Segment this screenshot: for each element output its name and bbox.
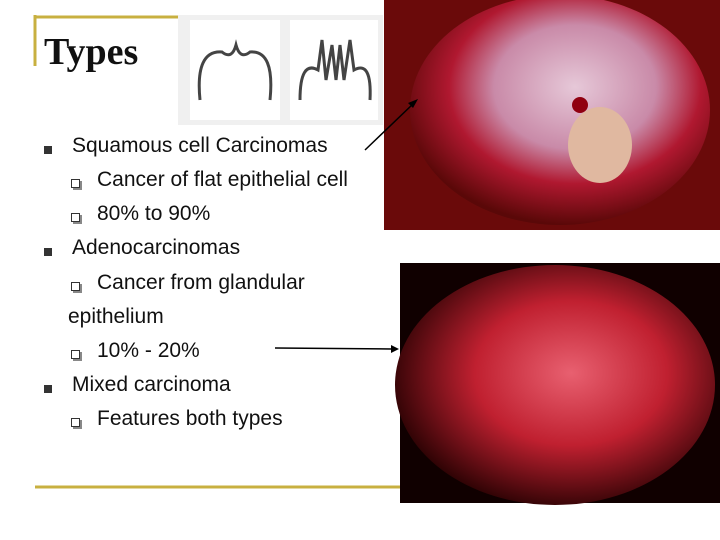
bullet bbox=[44, 146, 52, 154]
sub-bullet bbox=[71, 282, 80, 291]
specimen-photo bbox=[384, 0, 720, 230]
arrow-head bbox=[391, 345, 399, 353]
sub-text: 80% to 90% bbox=[97, 202, 211, 225]
bullet bbox=[44, 248, 52, 256]
sub-text: Features both types bbox=[97, 407, 283, 430]
colposcopy-photo bbox=[395, 263, 720, 505]
arrow-head bbox=[408, 99, 418, 108]
bullet-text: Adenocarcinomas bbox=[72, 236, 241, 259]
sub-text: Cancer of flat epithelial cell bbox=[97, 168, 348, 191]
sub-bullet bbox=[71, 179, 80, 188]
sub-bullet bbox=[71, 213, 80, 222]
bullet-text: Squamous cell Carcinomas bbox=[72, 134, 328, 157]
arrow bbox=[274, 347, 393, 350]
sub-bullet bbox=[71, 350, 80, 359]
bullet bbox=[44, 385, 52, 393]
diagram-image bbox=[178, 15, 383, 125]
sub-text: Cancer from glandular epithelium bbox=[68, 271, 305, 328]
sub-bullet bbox=[71, 418, 80, 427]
arrow bbox=[364, 102, 415, 151]
sub-text: 10% - 20% bbox=[97, 339, 200, 362]
bullet-text: Mixed carcinoma bbox=[72, 373, 231, 396]
slide-title: Types bbox=[44, 31, 139, 73]
